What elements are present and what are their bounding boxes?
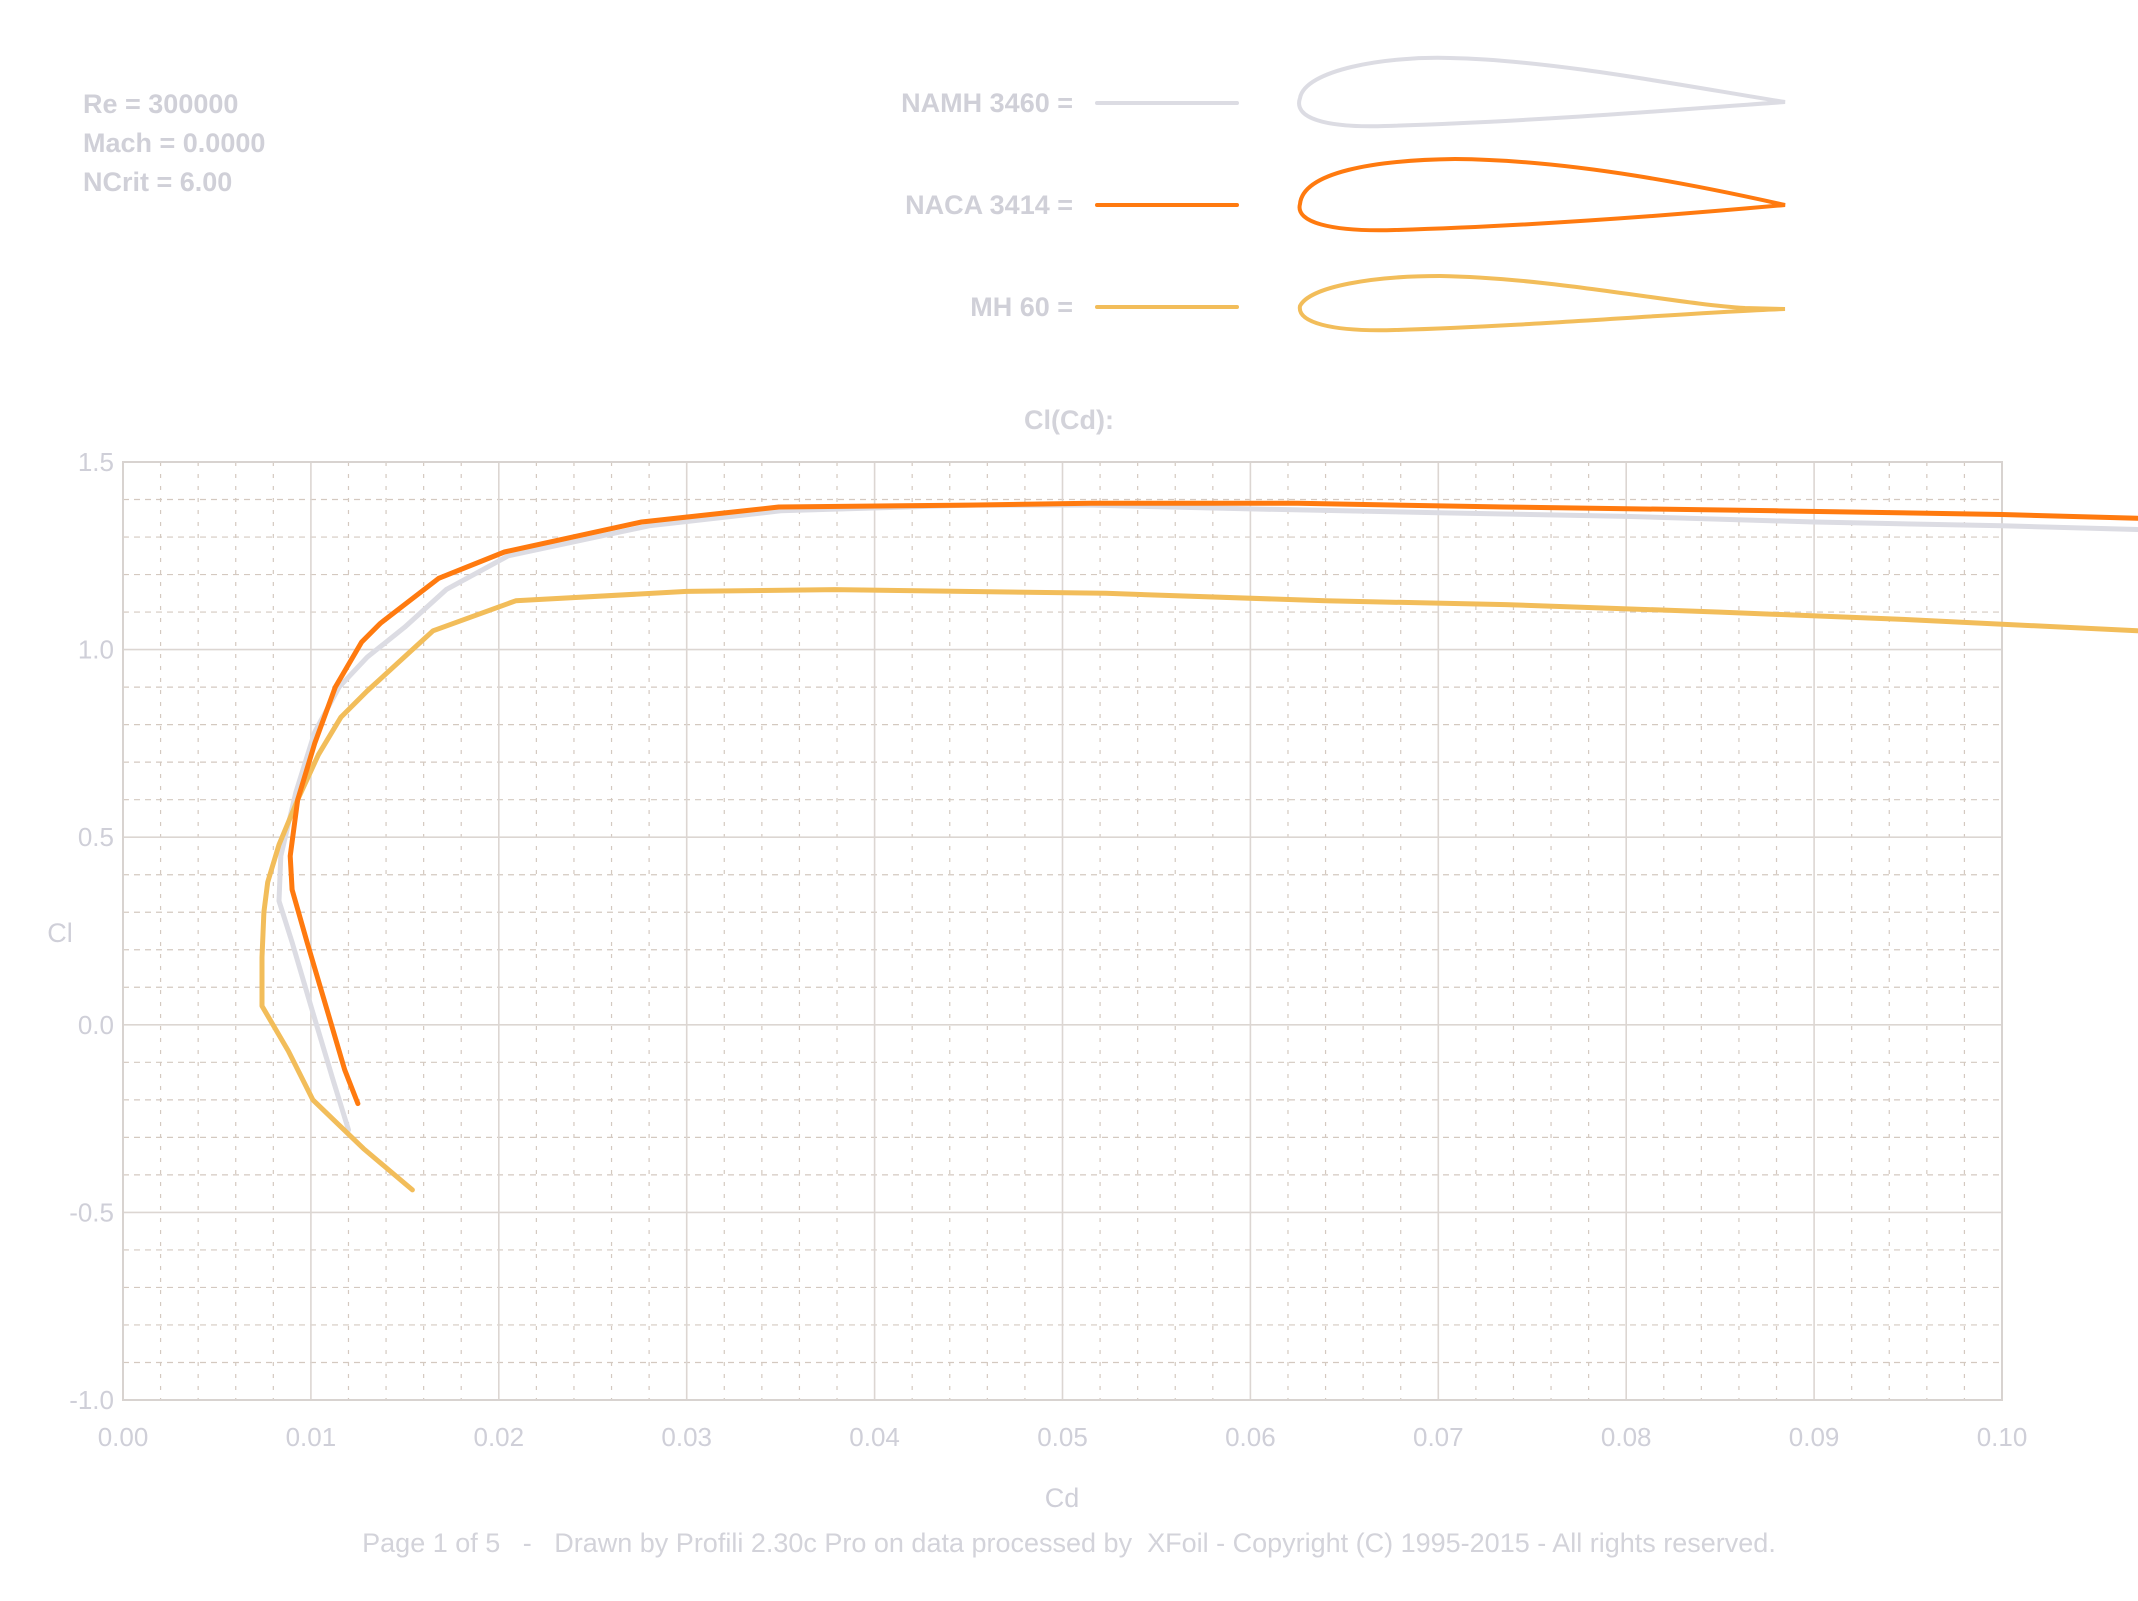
x-tick-label: 0.02 (473, 1422, 524, 1452)
airfoil-naca-3414-icon (1297, 156, 1786, 233)
reynolds-number: Re = 300000 (83, 89, 239, 119)
x-tick-label: 0.05 (1037, 1422, 1088, 1452)
y-tick-label: -0.5 (69, 1197, 114, 1227)
y-axis-ticks: 1.5 1.0 0.5 0.0 -0.5 -1.0 (69, 447, 114, 1415)
airfoil-mh-60-icon (1297, 273, 1786, 333)
y-tick-label: 1.5 (78, 447, 114, 477)
y-tick-label: 0.5 (78, 822, 114, 852)
mach-number: Mach = 0.0000 (83, 128, 266, 158)
x-axis-label: Cd (1045, 1483, 1080, 1513)
polar-curves (259, 500, 2138, 1193)
curve-namh-3460 (276, 502, 2138, 1133)
y-tick-label: -1.0 (69, 1385, 114, 1415)
plot-grid (123, 462, 2002, 1400)
legend-item-mh-60: MH 60 = (860, 272, 1860, 342)
curve-mh-60 (259, 587, 2138, 1193)
x-tick-label: 0.07 (1413, 1422, 1464, 1452)
x-tick-label: 0.04 (849, 1422, 900, 1452)
x-tick-label: 0.06 (1225, 1422, 1276, 1452)
legend-label: MH 60 = (970, 292, 1073, 322)
chart-title: Cl(Cd): (1024, 405, 1114, 435)
footer-copyright: Page 1 of 5 - Drawn by Profili 2.30c Pro… (362, 1528, 1776, 1558)
x-axis-ticks: 0.00 0.01 0.02 0.03 0.04 0.05 0.06 0.07 0.08 0.09… (98, 1422, 2028, 1452)
plot-frame (122, 461, 2003, 1401)
y-tick-label: 1.0 (78, 635, 114, 665)
legend-line-swatch (1095, 101, 1239, 105)
legend-item-namh-3460: NAMH 3460 = (860, 55, 1860, 138)
y-axis-label: Cl (47, 918, 73, 948)
legend-label: NACA 3414 = (905, 190, 1073, 220)
x-tick-label: 0.01 (286, 1422, 337, 1452)
x-tick-label: 0.09 (1789, 1422, 1840, 1452)
curve-naca-3414 (287, 500, 2138, 1107)
x-tick-label: 0.00 (98, 1422, 149, 1452)
simulation-parameters: Re = 300000 Mach = 0.0000 NCrit = 6.00 (83, 85, 265, 202)
y-tick-label: 0.0 (78, 1010, 114, 1040)
x-tick-label: 0.08 (1601, 1422, 1652, 1452)
legend-line-swatch (1095, 203, 1239, 207)
legend-line-swatch (1095, 305, 1239, 309)
airfoil-namh-3460-icon (1297, 55, 1786, 129)
legend-label: NAMH 3460 = (901, 88, 1073, 118)
x-tick-label: 0.03 (661, 1422, 712, 1452)
x-tick-label: 0.10 (1977, 1422, 2028, 1452)
legend-item-naca-3414: NACA 3414 = (860, 156, 1860, 240)
ncrit-value: NCrit = 6.00 (83, 167, 233, 197)
